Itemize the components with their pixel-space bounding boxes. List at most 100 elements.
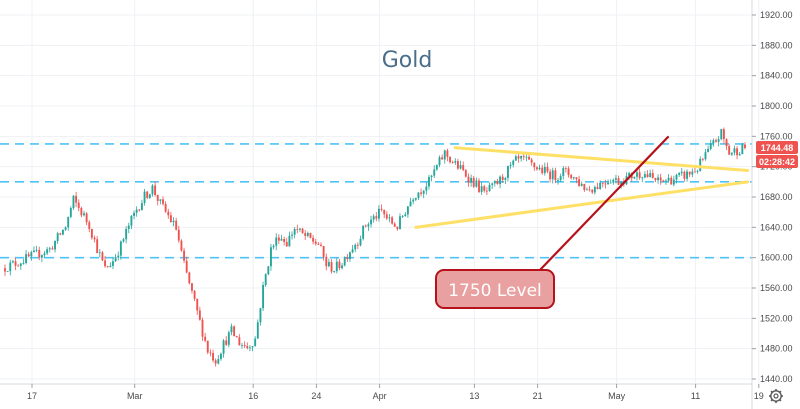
candle-body [77,202,80,209]
candle-body [733,148,736,153]
candle-body [146,191,149,198]
candle-body [243,345,246,347]
candle-body [188,272,191,284]
x-tick-label: Apr [373,391,387,401]
candle-body [701,158,704,160]
annotation-callout [435,269,555,309]
x-tick-label: 24 [311,391,321,401]
triangle-upper-line [453,146,750,172]
candle-body [51,248,54,250]
candle-body [327,262,330,267]
triangle-lower-line [414,180,750,229]
candle-body [654,177,657,181]
candle-body [259,308,262,323]
candle-body [254,338,257,347]
candle-body [586,189,588,191]
candle-body [119,241,122,256]
candle-body [588,189,591,191]
candle-body [385,214,388,219]
candle-body [256,322,259,339]
candle-body [17,265,20,267]
candle-body [359,238,362,246]
x-tick-label: 17 [27,391,37,401]
candle-body [370,219,372,225]
gear-icon[interactable] [769,389,783,403]
candle-body [459,165,462,169]
candle-body [309,232,312,238]
candle-body [38,249,41,258]
candle-body [341,265,344,269]
candle-body [507,165,509,179]
candle-body [346,257,349,260]
y-axis: 1920.001880.001840.001800.001760.001720.… [752,10,793,384]
candle-body [620,181,623,185]
candle-body [241,345,243,346]
candle-body [475,180,478,187]
candle-body [25,254,28,264]
y-tick-label: 1600.00 [760,253,793,263]
candle-body [430,175,433,177]
candle-body [375,216,378,219]
candle-body [177,229,180,241]
candle-body [646,174,649,178]
candle-body [238,337,241,346]
candle-body [222,340,225,354]
candle-body [143,191,146,204]
candle-body [104,260,107,267]
candle-body [662,180,665,182]
candle-body [127,225,130,230]
candle-body [325,256,328,267]
candle-body [538,167,541,170]
candle-body [159,199,162,201]
candle-body [443,150,446,160]
candle-body [356,244,359,246]
candle-body [491,183,494,185]
candle-body [612,179,615,183]
candle-body [72,195,75,208]
candle-body [672,179,675,185]
candle-body [525,156,528,158]
candle-body [651,173,654,178]
candle-body [499,176,502,185]
candle-body [306,232,309,236]
candle-body [267,266,270,275]
candle-body [488,184,491,191]
candle-body [720,129,723,140]
candle-body [707,148,710,153]
x-tick-label: 19 [754,391,764,401]
candle-body [401,216,404,217]
candle-body [501,176,504,180]
candle-body [464,170,467,177]
candle-body [509,164,512,166]
candle-body [683,171,686,179]
candle-body [19,263,22,266]
candle-body [85,213,88,223]
candle-body [393,223,396,227]
candle-body [396,226,399,230]
candle-body [456,161,459,169]
candle-body [285,241,288,247]
candles [4,127,746,367]
candle-body [27,254,30,257]
candle-body [90,228,93,238]
candle-body [248,347,251,349]
candle-body [377,208,380,219]
candle-body [183,250,186,261]
candle-body [364,225,367,227]
candle-body [435,165,438,170]
candle-body [312,237,315,242]
candle-body [301,228,304,234]
candle-body [54,241,56,250]
candle-body [193,290,196,299]
candle-body [712,140,715,144]
candle-body [354,244,357,250]
candle-body [11,261,14,263]
candle-body [167,211,170,216]
candle-body [43,253,46,256]
x-axis: 17 Mar 16 24 Apr 13 21 May 11 19 [27,384,764,401]
candle-body [688,171,691,175]
candle-body [33,250,35,253]
candle-body [191,283,193,291]
